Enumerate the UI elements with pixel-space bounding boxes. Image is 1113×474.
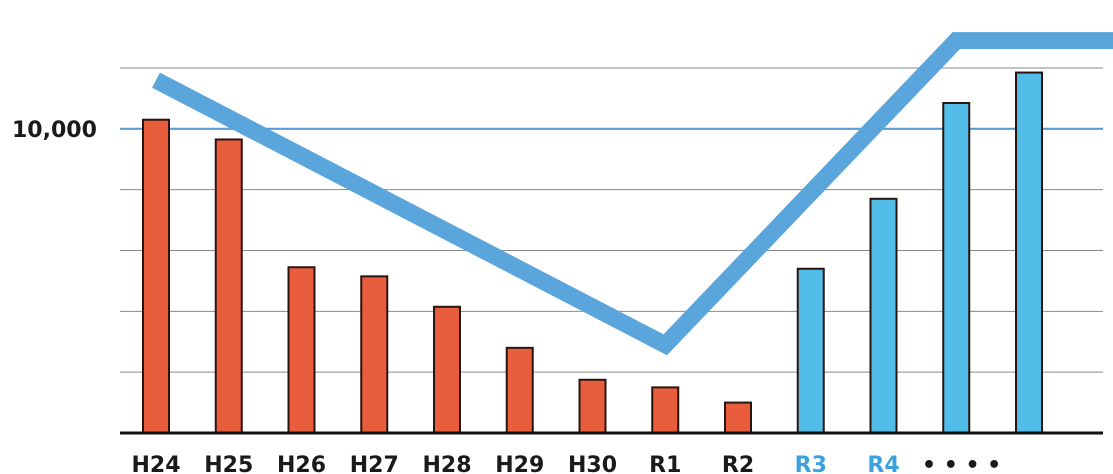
bar-R1 [651,386,680,434]
trend-arrow [152,32,1113,356]
x-tick-label-R2: R2 [722,453,754,474]
bar-future-11 [942,101,971,435]
x-tick-label-R1: R1 [649,453,681,474]
tick-labels: 10,000 H24 H25 H26 H27 H28 H29 H30 R1 R2 R3 R4 • • •… [12,118,1001,474]
x-tick-label-H27: H27 [350,453,399,474]
x-tick-label-H29: H29 [495,453,544,474]
x-tick-label-H26: H26 [277,453,326,474]
bar-future-12 [1015,71,1043,434]
bar-H29 [505,346,534,435]
bar-R2 [724,401,752,435]
bar-R4 [869,197,898,434]
bar-H30 [578,378,607,435]
x-tick-label-H28: H28 [422,453,471,474]
bar-H24 [142,118,170,434]
bar-R3 [796,267,825,434]
x-tick-label-H24: H24 [131,453,180,474]
x-tick-label-continuation: • • • • [922,453,1001,474]
bar-H27 [360,275,389,434]
x-tick-label-R3: R3 [795,453,827,474]
gridlines [120,67,1103,373]
bar-H25 [214,138,243,435]
x-tick-label-H30: H30 [568,453,617,474]
trend-arrow-line [152,32,1113,356]
bar-H28 [433,305,461,435]
x-tick-label-H25: H25 [204,453,253,474]
bar-H26 [287,266,316,434]
bars [142,71,1043,435]
x-tick-label-R4: R4 [867,453,899,474]
y-tick-label: 10,000 [12,118,97,143]
